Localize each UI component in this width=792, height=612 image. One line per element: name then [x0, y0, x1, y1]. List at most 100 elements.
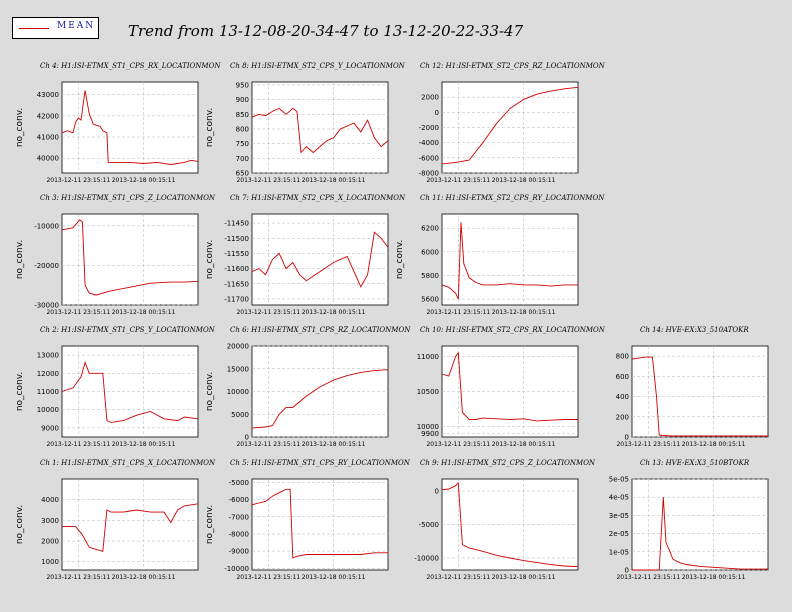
chart-panel: Ch 1: H1:ISI-ETMX_ST1_CPS_X_LOCATIONMON 1… — [15, 459, 216, 581]
y-axis-label: no_conv. — [205, 108, 215, 147]
chart-panel: Ch 4: H1:ISI-ETMX_ST1_CPS_RX_LOCATIONMON… — [15, 62, 221, 184]
y-axis-label: no_conv. — [15, 372, 25, 411]
chart-title: Ch 13: HVE-EX:X3_510BTOKR — [640, 459, 750, 467]
y-tick-label: 4000 — [41, 496, 59, 504]
y-tick-label: -4000 — [419, 139, 439, 147]
y-tick-label: 850 — [236, 111, 249, 119]
chart-panel: Ch 12: H1:ISI-ETMX_ST2_CPS_RZ_LOCATIONMO… — [419, 62, 606, 184]
y-tick-label: -11500 — [224, 235, 249, 243]
chart-title: Ch 2: H1:ISI-ETMX_ST1_CPS_Y_LOCATIONMON — [40, 326, 216, 334]
y-tick-label: 15000 — [227, 365, 249, 373]
y-tick-label: -8000 — [419, 170, 439, 178]
y-tick-label: 950 — [236, 81, 249, 89]
chart-panel: Ch 2: H1:ISI-ETMX_ST1_CPS_Y_LOCATIONMON 9… — [15, 326, 216, 448]
y-tick-label: 2000 — [41, 538, 59, 546]
y-tick-label: 0 — [625, 567, 629, 575]
chart-title: Ch 7: H1:ISI-ETMX_ST2_CPS_X_LOCATIONMON — [230, 194, 406, 202]
y-tick-label: 800 — [616, 353, 629, 361]
x-tick-label: 2013-12-11 23:15:11 — [426, 177, 490, 184]
legend-swatch — [19, 28, 49, 29]
series-line — [251, 369, 389, 429]
y-tick-label: 5e-05 — [609, 476, 629, 484]
x-tick-label: 2013-12-18 00:15:11 — [112, 574, 176, 581]
chart-title: Ch 10: H1:ISI-ETMX_ST2_CPS_RX_LOCATIONMO… — [420, 326, 606, 334]
chart-panel: Ch 9: H1:ISI-ETMX_ST2_CPS_Z_LOCATIONMON -… — [414, 459, 596, 581]
plot-area — [251, 478, 389, 571]
y-tick-label: 900 — [236, 96, 249, 104]
x-tick-label: 2013-12-18 00:15:11 — [492, 441, 556, 448]
legend-label: MEAN — [57, 21, 96, 31]
x-tick-label: 2013-12-11 23:15:11 — [46, 574, 110, 581]
series-line — [251, 231, 389, 288]
y-tick-label: 11000 — [37, 388, 59, 396]
chart-panel: Ch 8: H1:ISI-ETMX_ST2_CPS_Y_LOCATIONMON 6… — [205, 62, 406, 184]
y-axis-label: no_conv. — [15, 505, 25, 544]
y-tick-label: 0 — [435, 109, 439, 117]
y-tick-label: 5600 — [421, 296, 439, 304]
x-tick-label: 2013-12-11 23:15:11 — [426, 441, 490, 448]
y-tick-label: 800 — [236, 125, 249, 133]
chart-title: Ch 14: HVE-EX:X3_510ATOKR — [640, 326, 749, 334]
x-tick-label: 2013-12-11 23:15:11 — [426, 574, 490, 581]
y-tick-label: 750 — [236, 140, 249, 148]
chart-title: Ch 5: H1:ISI-ETMX_ST1_CPS_RY_LOCATIONMON — [230, 459, 411, 467]
y-tick-label: 1e-05 — [609, 548, 629, 556]
x-tick-label: 2013-12-18 00:15:11 — [492, 177, 556, 184]
plot-area — [61, 478, 199, 571]
x-tick-label: 2013-12-11 23:15:11 — [236, 177, 300, 184]
chart-title: Ch 8: H1:ISI-ETMX_ST2_CPS_Y_LOCATIONMON — [230, 62, 406, 70]
y-tick-label: 4e-05 — [609, 494, 629, 502]
y-tick-label: -5000 — [419, 521, 439, 529]
y-tick-label: -10000 — [414, 554, 439, 562]
x-tick-label: 2013-12-11 23:15:11 — [46, 441, 110, 448]
x-tick-label: 2013-12-18 00:15:11 — [302, 441, 366, 448]
chart-panel: Ch 10: H1:ISI-ETMX_ST2_CPS_RX_LOCATIONMO… — [417, 326, 606, 448]
chart-title: Ch 3: H1:ISI-ETMX_ST1_CPS_Z_LOCATIONMON — [40, 194, 216, 202]
y-axis-label: no_conv. — [205, 505, 215, 544]
y-tick-label: 6200 — [421, 225, 439, 233]
y-tick-label: 5000 — [231, 411, 249, 419]
series-line — [631, 356, 768, 437]
y-tick-label: 400 — [616, 393, 629, 401]
plot-area — [61, 81, 199, 174]
series-line — [441, 222, 578, 300]
x-tick-label: 2013-12-11 23:15:11 — [236, 574, 300, 581]
chart-panel: Ch 6: H1:ISI-ETMX_ST1_CPS_RZ_LOCATIONMON… — [205, 326, 411, 448]
x-tick-label: 2013-12-18 00:15:11 — [112, 177, 176, 184]
x-tick-label: 2013-12-18 00:15:11 — [112, 309, 176, 316]
y-tick-label: 2000 — [421, 94, 439, 102]
x-tick-label: 2013-12-11 23:15:11 — [236, 441, 300, 448]
y-tick-label: 700 — [236, 155, 249, 163]
y-tick-label: -11600 — [224, 265, 249, 273]
y-tick-label: -2000 — [419, 124, 439, 132]
chart-panel: Ch 5: H1:ISI-ETMX_ST1_CPS_RY_LOCATIONMON… — [205, 459, 411, 581]
series-line — [632, 497, 768, 571]
y-tick-label: -9000 — [229, 548, 249, 556]
x-tick-label: 2013-12-18 00:15:11 — [302, 177, 366, 184]
x-tick-label: 2013-12-18 00:15:11 — [682, 574, 746, 581]
y-tick-label: 10500 — [417, 388, 439, 396]
y-tick-label: -6000 — [419, 154, 439, 162]
x-tick-label: 2013-12-11 23:15:11 — [426, 309, 490, 316]
y-tick-label: -8000 — [229, 530, 249, 538]
y-axis-label: no_conv. — [205, 240, 215, 279]
x-tick-label: 2013-12-11 23:15:11 — [616, 574, 680, 581]
x-tick-label: 2013-12-18 00:15:11 — [492, 309, 556, 316]
chart-title: Ch 11: H1:ISI-ETMX_ST2_CPS_RY_LOCATIONMO… — [420, 194, 605, 202]
y-tick-label: 0 — [245, 434, 249, 442]
y-tick-label: 9900 — [421, 430, 439, 438]
y-tick-label: 3e-05 — [609, 512, 629, 520]
series-line — [62, 503, 199, 552]
x-tick-label: 2013-12-11 23:15:11 — [46, 309, 110, 316]
plot-area — [441, 213, 579, 306]
series-line — [441, 86, 579, 165]
y-tick-label: 13000 — [37, 352, 59, 360]
y-tick-label: 1000 — [41, 558, 59, 566]
y-axis-label: no_conv. — [395, 240, 405, 279]
x-tick-label: 2013-12-18 00:15:11 — [112, 441, 176, 448]
y-axis-label: no_conv. — [205, 372, 215, 411]
chart-title: Ch 1: H1:ISI-ETMX_ST1_CPS_X_LOCATIONMON — [40, 459, 216, 467]
x-tick-label: 2013-12-18 00:15:11 — [302, 309, 366, 316]
chart-panel: Ch 7: H1:ISI-ETMX_ST2_CPS_X_LOCATIONMON -… — [205, 194, 406, 316]
